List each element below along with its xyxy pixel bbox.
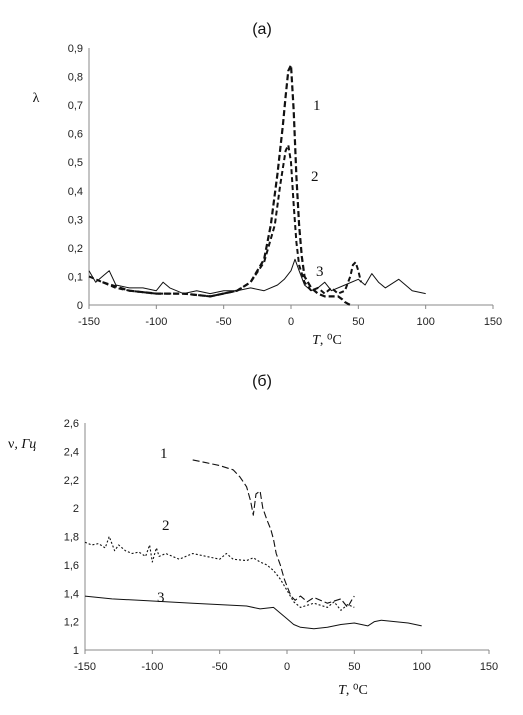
chart-a-y-tick-label: 0,3 bbox=[68, 214, 83, 226]
chart-b-series-1-line bbox=[192, 459, 355, 608]
chart-a-axes bbox=[88, 48, 493, 306]
chart-b-y-tick-label: 1 bbox=[73, 645, 79, 657]
chart-a-y-tick-label: 0,8 bbox=[68, 72, 83, 84]
chart-a-x-tick-label: -150 bbox=[78, 316, 100, 328]
chart-b-x-tick-label: 100 bbox=[412, 661, 430, 673]
chart-a-y-tick-label: 0,1 bbox=[68, 271, 83, 283]
chart-a-label-1: 1 bbox=[313, 98, 321, 114]
chart-a-series-1-line bbox=[102, 63, 351, 306]
chart-b-y-tick-label: 2,4 bbox=[64, 446, 79, 458]
chart-b-axes bbox=[84, 423, 489, 651]
chart-a-xlabel-var: T bbox=[312, 333, 321, 348]
chart-b-x-tick-label: -150 bbox=[74, 661, 96, 673]
chart-a-label-2: 2 bbox=[311, 169, 319, 185]
chart-a-x-tick-label: -100 bbox=[145, 316, 167, 328]
chart-a-y-tick-label: 0,4 bbox=[68, 186, 83, 198]
chart-a-x-tick-label: 0 bbox=[288, 316, 294, 328]
chart-b-ylabel-var: ν bbox=[8, 437, 14, 452]
chart-b-x-tick-label: -100 bbox=[141, 661, 163, 673]
chart-a-y-tick-label: 0,5 bbox=[68, 157, 83, 169]
chart-b-label-3: 3 bbox=[157, 590, 165, 606]
chart-b-x-tick-label: 150 bbox=[480, 661, 498, 673]
chart-a-x-tick-label: -50 bbox=[216, 316, 232, 328]
chart-a-xlabel-unit: , ⁰C bbox=[320, 333, 342, 348]
chart-b-y-tick-label: 1,4 bbox=[64, 588, 79, 600]
chart-b-y-tick-label: 1,6 bbox=[64, 560, 79, 572]
chart-a-y-tick-label: 0,9 bbox=[68, 43, 83, 55]
chart-a-series-2-line bbox=[88, 144, 362, 298]
chart-a-x-tick-label: 100 bbox=[416, 316, 434, 328]
chart-b-ylabel-unit: , Гц bbox=[14, 437, 36, 452]
chart-b-label-1: 1 bbox=[160, 446, 168, 462]
chart-b-y-tick-label: 1,2 bbox=[64, 617, 79, 629]
chart-b-xlabel-unit: , ⁰C bbox=[346, 683, 368, 698]
chart-b-xlabel: T, ⁰C bbox=[338, 683, 368, 698]
chart-a-series-3-line bbox=[88, 258, 426, 295]
chart-b-x-tick-label: -50 bbox=[212, 661, 228, 673]
chart-a-xlabel: T, ⁰C bbox=[312, 333, 342, 348]
chart-b-x-tick-label: 50 bbox=[348, 661, 360, 673]
chart-a-y-tick-label: 0,6 bbox=[68, 129, 83, 141]
chart-b-x-tick-label: 0 bbox=[284, 661, 290, 673]
chart-b-label-2: 2 bbox=[162, 518, 170, 534]
chart-b-series-2-line bbox=[84, 535, 355, 611]
chart-a-x-tick-label: 150 bbox=[484, 316, 502, 328]
chart-a-y-tick-label: 0 bbox=[77, 300, 83, 312]
chart-a-label-3: 3 bbox=[316, 264, 324, 280]
chart-a-y-tick-label: 0,2 bbox=[68, 243, 83, 255]
chart-b-y-tick-label: 2 bbox=[73, 503, 79, 515]
chart-a-ylabel: λ bbox=[33, 91, 40, 106]
chart-b-y-tick-label: 2,2 bbox=[64, 475, 79, 487]
chart-b-y-tick-label: 2,6 bbox=[64, 418, 79, 430]
chart-b-title: (б) bbox=[252, 373, 272, 390]
chart-a-title: (a) bbox=[252, 21, 272, 38]
chart-b-xlabel-var: T bbox=[338, 683, 347, 698]
chart-a-y-tick-label: 0,7 bbox=[68, 100, 83, 112]
chart-b-series-3-line bbox=[84, 595, 422, 630]
chart-a: (a) λ 0 0,1 0,2 0,3 0,4 0,5 0,6 0,7 0,8 0,9 -150 -… bbox=[33, 21, 503, 348]
chart-b-ylabel: ν, Гц bbox=[8, 437, 36, 452]
chart-a-x-tick-label: 50 bbox=[352, 316, 364, 328]
chart-b: (б) ν, Гц 1 1,2 1,4 1,6 1,8 2 2,2 2,4 2,6 -150 -1… bbox=[8, 373, 498, 698]
chart-b-y-tick-label: 1,8 bbox=[64, 532, 79, 544]
